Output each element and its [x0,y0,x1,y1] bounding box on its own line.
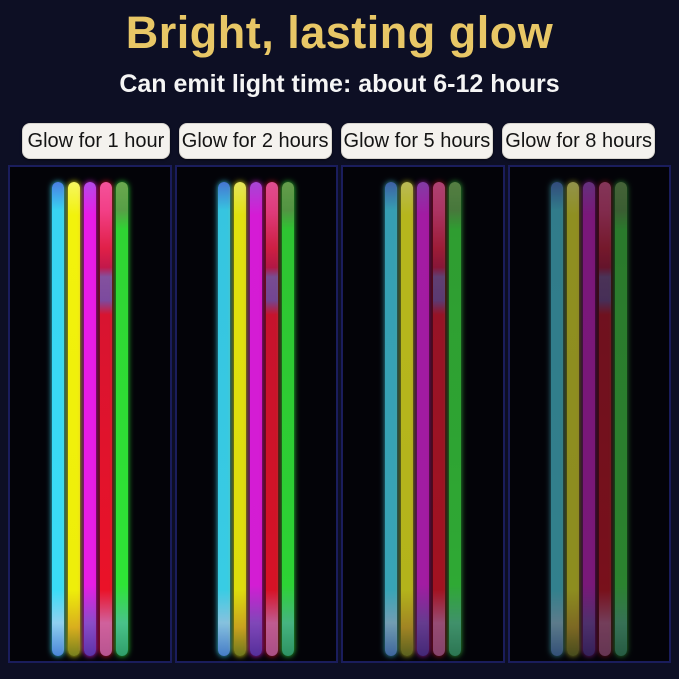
glow-stick-red [266,182,279,656]
glow-stick-green [448,182,461,656]
subtitle: Can emit light time: about 6-12 hours [119,70,560,98]
glow-stick-rack [51,182,128,656]
duration-label-5-hours: Glow for 5 hours [340,123,494,159]
glow-stick-cyan [51,182,64,656]
glow-stick-red [99,182,112,656]
glow-stick-green [115,182,128,656]
glow-stick-yellow [400,182,413,656]
glow-stick-red [599,182,612,656]
glow-stick-magenta [416,182,429,656]
glow-stick-cyan [384,182,397,656]
glow-panels-row [8,165,671,663]
glow-stick-magenta [583,182,596,656]
glow-stick-magenta [250,182,263,656]
panel-glow-5-hours [341,165,505,663]
glow-stick-green [615,182,628,656]
duration-label-8-hours: Glow for 8 hours [502,123,655,159]
glow-stick-rack [551,182,628,656]
glow-stick-yellow [567,182,580,656]
glow-stick-yellow [67,182,80,656]
panel-glow-8-hours [507,165,671,663]
glow-stick-yellow [234,182,247,656]
glow-stick-red [432,182,445,656]
glow-stick-rack [218,182,295,656]
glow-stick-rack [384,182,461,656]
duration-label-2-hours: Glow for 2 hours [178,123,332,159]
panel-glow-1-hour [8,165,172,663]
panel-glow-2-hours [174,165,338,663]
duration-labels-row: Glow for 1 hour Glow for 2 hours Glow fo… [22,123,655,159]
glow-stick-cyan [218,182,231,656]
glow-stick-magenta [83,182,96,656]
glow-stick-green [282,182,295,656]
duration-label-1-hour: Glow for 1 hour [22,123,170,159]
glow-stick-cyan [551,182,564,656]
page-title: Bright, lasting glow [125,7,554,58]
